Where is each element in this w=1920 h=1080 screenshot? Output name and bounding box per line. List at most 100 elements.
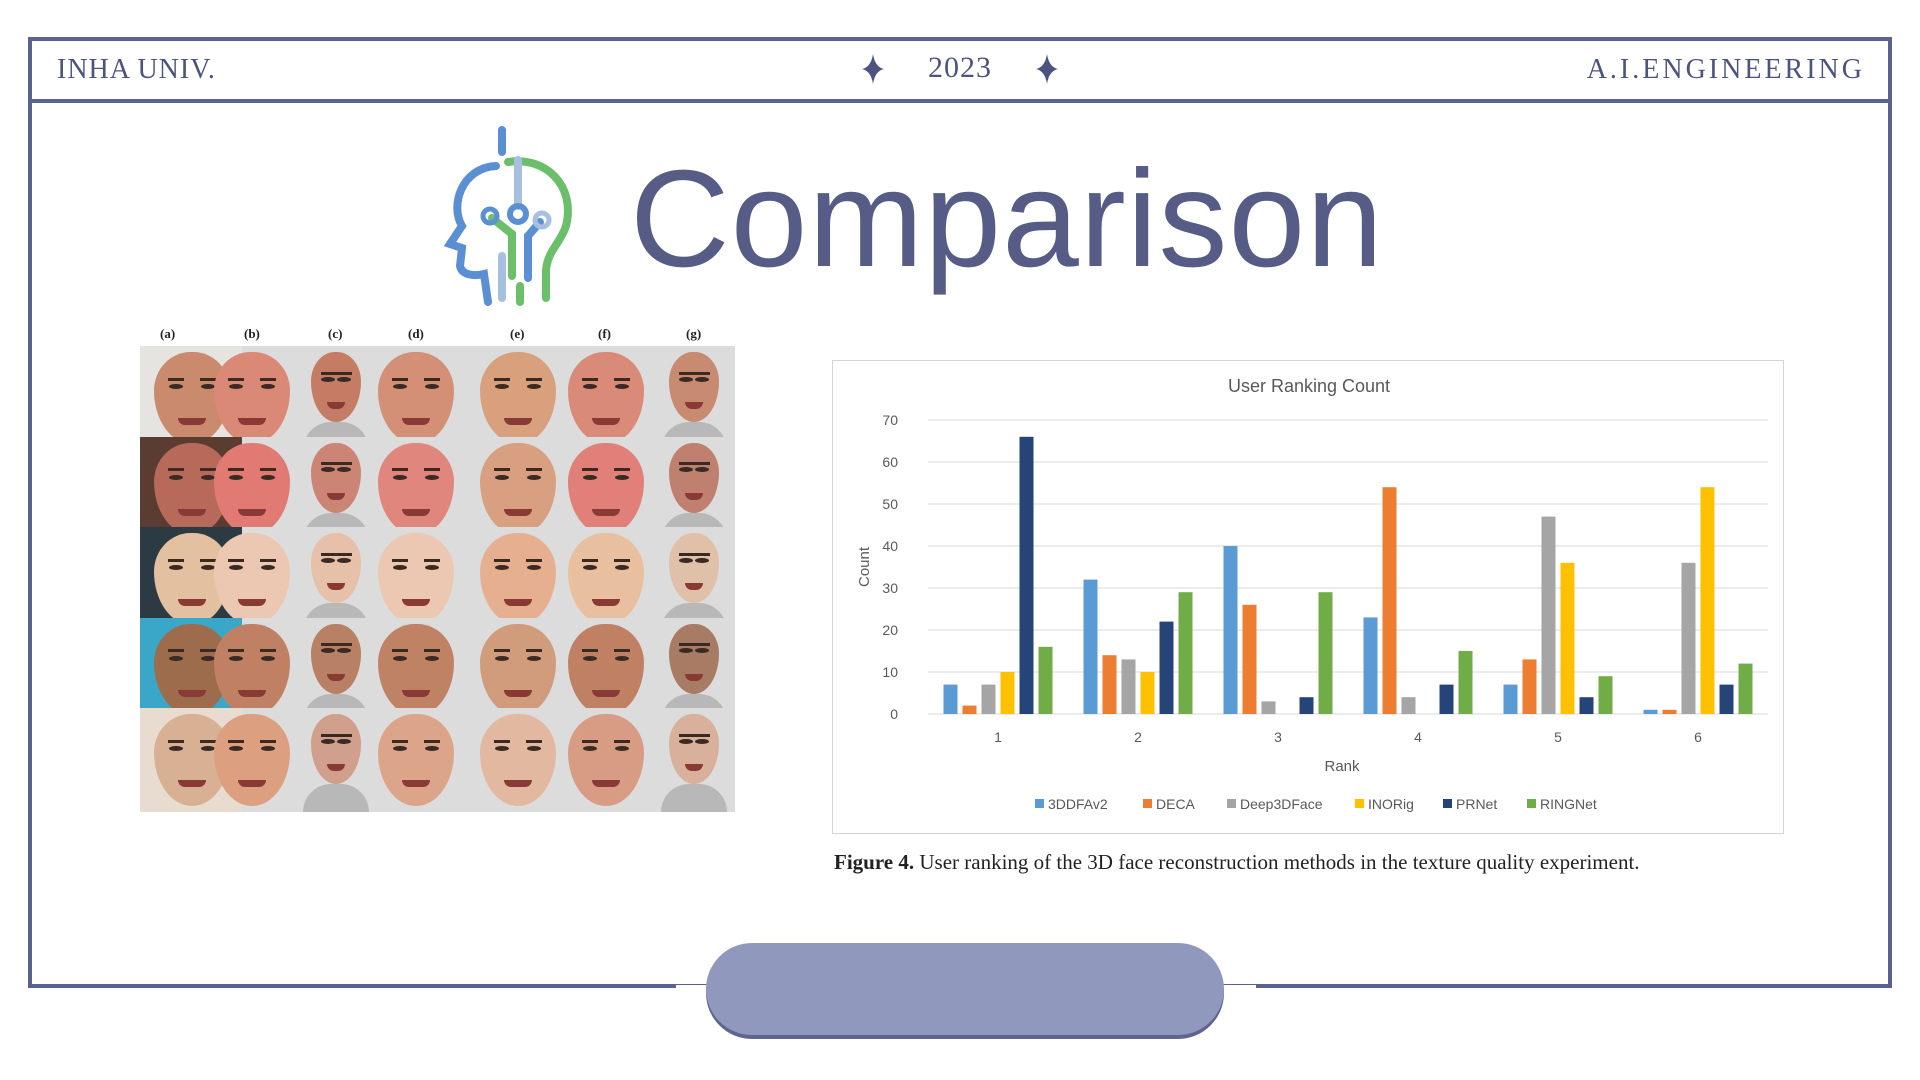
face-comparison-figure: (a) (b) (c) (d) (e) (f) (g) — [140, 326, 735, 904]
face-feature — [260, 474, 275, 480]
x-tick-label: 2 — [1134, 729, 1142, 745]
face-feature — [259, 649, 276, 653]
face-feature — [259, 377, 276, 381]
bar-PRNet — [1439, 684, 1454, 714]
face-reconstruction — [480, 533, 556, 625]
face-reconstruction — [669, 442, 719, 513]
face-feature — [526, 655, 541, 661]
y-tick-label: 20 — [882, 622, 898, 638]
face-reconstruction — [669, 352, 719, 422]
face-feature — [695, 376, 709, 382]
face-feature — [402, 599, 430, 607]
face-feature — [229, 474, 244, 480]
user-ranking-chart: User Ranking Count 0 10 20 30 40 50 60 70 Count 1 2… — [832, 360, 1784, 834]
face-feature — [494, 377, 511, 381]
face-feature — [259, 468, 276, 472]
x-tick-label: 6 — [1694, 729, 1702, 745]
figure-column-label: (f) — [598, 326, 611, 341]
face-feature — [614, 474, 629, 480]
face-feature — [260, 384, 275, 390]
bar-RINGNet — [1458, 651, 1473, 714]
x-axis-label: Rank — [1324, 758, 1360, 775]
face-feature — [337, 376, 351, 382]
face-reconstruction — [568, 442, 644, 535]
face-feature — [583, 384, 598, 390]
face-feature — [583, 474, 598, 480]
header-university: INHA UNIV. — [57, 54, 216, 85]
face-feature — [695, 557, 709, 563]
face-row — [140, 527, 735, 631]
face-feature — [337, 557, 351, 563]
face-feature — [423, 468, 440, 472]
face-feature — [228, 377, 245, 381]
face-reconstruction — [311, 352, 361, 422]
bust-shape — [661, 784, 727, 812]
face-feature — [335, 733, 352, 737]
face-feature — [582, 649, 599, 653]
bar-DECA — [1102, 655, 1117, 714]
face-feature — [393, 384, 408, 390]
face-reconstruction — [568, 352, 644, 444]
figure-column-label: (a) — [160, 326, 176, 341]
face-feature — [423, 558, 440, 562]
face-feature — [178, 780, 206, 788]
face-feature — [321, 738, 335, 744]
face-feature — [169, 565, 184, 571]
bar-3DDFAv2 — [1083, 579, 1098, 714]
bar-PRNet — [1159, 621, 1174, 714]
face-feature — [614, 565, 629, 571]
face-feature — [613, 558, 630, 562]
x-tick-label: 3 — [1274, 729, 1282, 745]
face-feature — [229, 384, 244, 390]
figure-column-label: (c) — [328, 326, 343, 341]
face-feature — [583, 655, 598, 661]
face-feature — [614, 384, 629, 390]
face-feature — [238, 689, 266, 697]
bar-INORig — [1140, 672, 1155, 714]
face-feature — [613, 739, 630, 743]
y-tick-label: 10 — [882, 664, 898, 680]
y-tick-label: 40 — [882, 538, 898, 554]
bar-RINGNet — [1738, 663, 1753, 714]
face-feature — [169, 474, 184, 480]
header-divider — [28, 99, 1892, 103]
face-feature — [321, 557, 335, 563]
face-feature — [592, 418, 620, 426]
face-row — [140, 617, 735, 722]
bar-Deep3DFace — [1401, 697, 1416, 714]
face-feature — [228, 649, 245, 653]
face-feature — [583, 565, 598, 571]
face-reconstruction — [568, 533, 644, 625]
face-feature — [678, 643, 695, 647]
figure-column-label: (e) — [510, 326, 525, 341]
face-feature — [613, 468, 630, 472]
face-feature — [582, 377, 599, 381]
face-feature — [678, 733, 695, 737]
face-feature — [392, 558, 409, 562]
face-feature — [200, 474, 215, 480]
face-feature — [393, 474, 408, 480]
face-feature — [320, 552, 337, 556]
face-feature — [613, 649, 630, 653]
caption-text: User ranking of the 3D face reconstructi… — [914, 850, 1640, 874]
legend-label: PRNet — [1456, 796, 1497, 812]
face-feature — [685, 583, 703, 591]
face-feature — [321, 467, 335, 472]
legend-label: INORig — [1368, 796, 1414, 812]
legend-swatch — [1035, 799, 1044, 808]
bar-3DDFAv2 — [1503, 684, 1518, 714]
face-feature — [238, 418, 266, 426]
face-feature — [320, 371, 337, 375]
face-reconstruction — [154, 442, 230, 535]
slide-title: Comparison — [630, 142, 1384, 296]
bar-DECA — [1662, 709, 1677, 714]
bar-Deep3DFace — [1121, 659, 1136, 714]
face-feature — [592, 508, 620, 516]
bar-3DDFAv2 — [1363, 617, 1378, 714]
bar-3DDFAv2 — [943, 684, 958, 714]
legend-swatch — [1143, 799, 1152, 808]
chart-svg: User Ranking Count 0 10 20 30 40 50 60 70 Count 1 2… — [856, 376, 1768, 812]
face-feature — [238, 780, 266, 788]
face-feature — [229, 565, 244, 571]
face-reconstruction — [214, 352, 290, 444]
